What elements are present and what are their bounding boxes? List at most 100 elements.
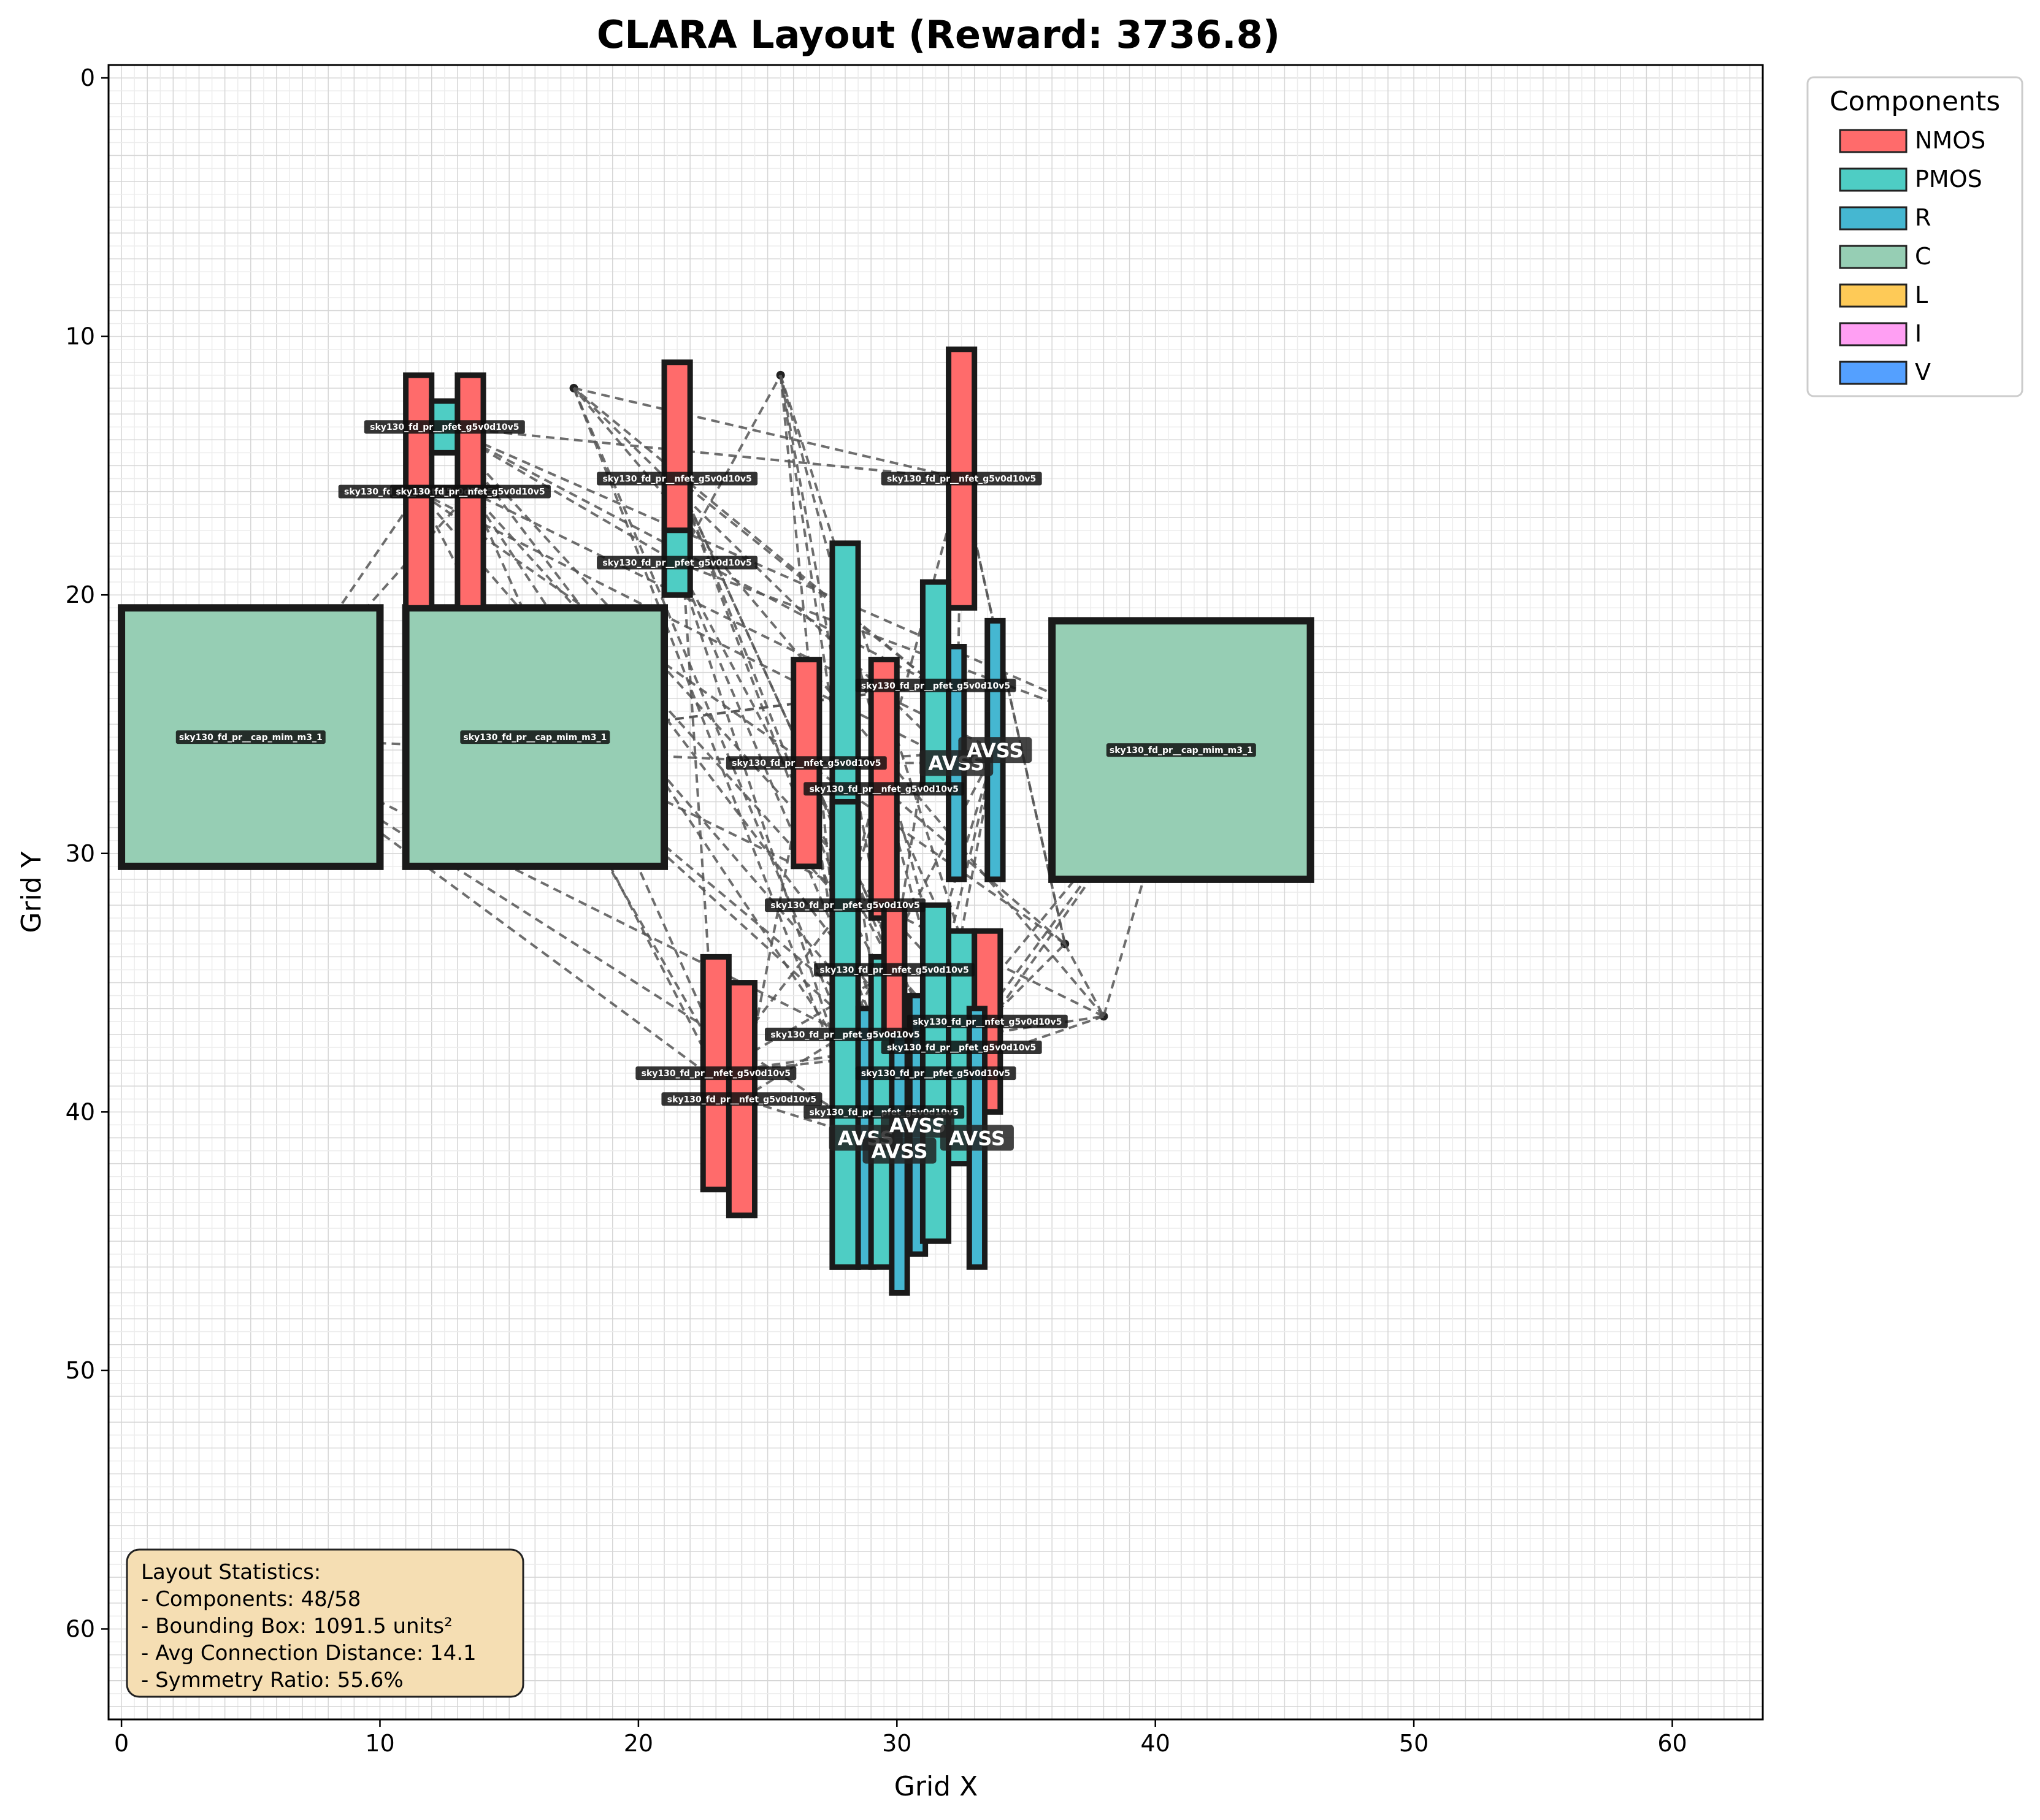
component-label: sky130_fd_pr__nfet_g5v0d10v5 xyxy=(913,1017,1062,1027)
y-tick-label: 10 xyxy=(66,323,95,350)
component-label: sky130_fd_pr__pfet_g5v0d10v5 xyxy=(861,1069,1010,1079)
component-label-bg xyxy=(597,556,758,570)
connection-line xyxy=(844,478,963,906)
connection-line xyxy=(469,491,846,906)
x-tick-label: 20 xyxy=(624,1730,653,1757)
net-label-bg xyxy=(862,1138,937,1164)
stats-line: - Avg Connection Distance: 14.1 xyxy=(141,1641,477,1665)
component-label-bg xyxy=(661,1092,823,1106)
component-label: sky130_fd_pr__nfet_g5v0d10v5 xyxy=(396,488,545,497)
component-label-bg xyxy=(175,730,326,744)
connection-line xyxy=(418,490,957,765)
net-label: AVSS xyxy=(967,739,1023,762)
legend-swatch xyxy=(1839,283,1908,308)
component-label-bg xyxy=(1106,743,1256,757)
connection-line xyxy=(535,684,936,739)
component-label: sky130_fd_pr__cap_mim_m3_1 xyxy=(179,733,323,743)
net-label-bg xyxy=(958,737,1032,763)
net-label-bg xyxy=(881,1112,955,1138)
stats-line: - Symmetry Ratio: 55.6% xyxy=(141,1668,404,1692)
component-label-bg xyxy=(814,963,975,977)
component-label-bg xyxy=(765,1027,926,1041)
component-label-bg xyxy=(881,472,1042,486)
net-label: AVSS xyxy=(871,1140,927,1163)
component-label: sky130_fd_pr__pfet_g5v0d10v5 xyxy=(602,559,751,568)
component-label-bg xyxy=(855,1066,1016,1080)
x-tick-label: 10 xyxy=(365,1730,394,1757)
connection-line xyxy=(443,426,937,687)
x-tick-label: 50 xyxy=(1399,1730,1428,1757)
legend-label: R xyxy=(1915,204,1931,231)
component-label-bg xyxy=(881,1040,1042,1054)
legend-label: V xyxy=(1915,359,1931,386)
legend-label: PMOS xyxy=(1915,166,1982,193)
legend-swatch xyxy=(1839,245,1908,269)
component-label-bg xyxy=(460,730,610,744)
connection-line xyxy=(805,762,895,971)
legend-frame xyxy=(1806,76,2023,397)
component-label: sky130_fd_pr__pfet_g5v0d10v5 xyxy=(770,901,919,911)
legend-swatch xyxy=(1839,167,1908,192)
stats-box: Layout Statistics: - Components: 48/58 -… xyxy=(126,1548,524,1698)
connection-line xyxy=(883,787,1066,945)
legend-title: Components xyxy=(1830,86,2000,117)
component-label-bg xyxy=(907,1014,1068,1028)
connection-line xyxy=(573,387,957,764)
component-label: sky130_fd_pr__pfet_g5v0d10v5 xyxy=(370,422,519,432)
component-label: sky130_fd_pr__nfet_g5v0d10v5 xyxy=(667,1095,816,1104)
y-tick-label: 20 xyxy=(66,581,95,608)
connection-line xyxy=(960,478,1067,944)
legend-swatch xyxy=(1839,206,1908,231)
component-label: sky130_fd_pr__nfet_g5v0d10v5 xyxy=(887,475,1036,484)
component-labels: sky130_fd_pr__cap_mim_m3_1 sky130_fd_pr__… xyxy=(175,420,1256,1164)
net-label: AVSS xyxy=(949,1126,1005,1150)
y-tick-label: 40 xyxy=(66,1098,95,1125)
connection-line xyxy=(444,426,962,480)
connection-line xyxy=(960,478,1067,944)
connection-line xyxy=(470,490,996,751)
x-tick-label: 0 xyxy=(114,1730,129,1757)
legend-label: C xyxy=(1915,243,1931,270)
component-label-bg xyxy=(855,678,1016,692)
connection-line xyxy=(572,388,846,1035)
legend-label: NMOS xyxy=(1915,127,1985,154)
component-label: sky130_fd_pr__pfet_g5v0d10v5 xyxy=(770,1030,919,1040)
legend-swatch xyxy=(1839,322,1908,346)
component-label: sky130_fd_pr__cap_mim_m3_1 xyxy=(1110,746,1253,755)
plot-frame xyxy=(107,64,1764,1721)
component-label-bg xyxy=(389,484,551,499)
component-label: sky130_fd_pr__nfet_g5v0d10v5 xyxy=(602,475,751,484)
legend-label: L xyxy=(1915,281,1928,308)
component-label-bg xyxy=(597,472,758,486)
y-tick-label: 60 xyxy=(66,1615,95,1642)
stats-title: Layout Statistics: xyxy=(141,1560,321,1585)
component-label-bg xyxy=(803,782,965,796)
chart-title: CLARA Layout (Reward: 3736.8) xyxy=(597,12,1280,57)
connection-line xyxy=(572,388,867,1139)
connection-line xyxy=(676,478,978,1139)
connection-line xyxy=(676,374,782,564)
x-tick-label: 40 xyxy=(1141,1730,1170,1757)
component-label: sky130_fd_pr__nfet_g5v0d10v5 xyxy=(642,1069,791,1079)
stats-line: - Bounding Box: 1091.5 units² xyxy=(141,1614,453,1638)
connection-line xyxy=(573,387,962,480)
component-label: sky130_fd_pr__cap_mim_m3_1 xyxy=(463,733,607,743)
component-label-bg xyxy=(364,420,525,434)
component-label: sky130_fd_pr__pfet_g5v0d10v5 xyxy=(861,681,1010,691)
net-label: AVSS xyxy=(889,1114,946,1137)
stats-panel xyxy=(126,1548,524,1698)
component-label: sky130_fd_pr__pfet_g5v0d10v5 xyxy=(887,1043,1036,1053)
net-label-bg xyxy=(940,1125,1014,1151)
y-tick-label: 30 xyxy=(66,840,95,867)
legend-swatch xyxy=(1839,129,1908,153)
x-axis-label: Grid X xyxy=(894,1771,978,1802)
component-label-bg xyxy=(726,756,887,770)
component-label-bg xyxy=(635,1066,797,1080)
y-tick-label: 0 xyxy=(80,64,95,91)
stats-line: - Components: 48/58 xyxy=(141,1587,361,1612)
legend-label: I xyxy=(1915,320,1922,347)
component-label-bg xyxy=(765,898,926,912)
component-label: sky130_fd_pr__nfet_g5v0d10v5 xyxy=(732,759,881,768)
